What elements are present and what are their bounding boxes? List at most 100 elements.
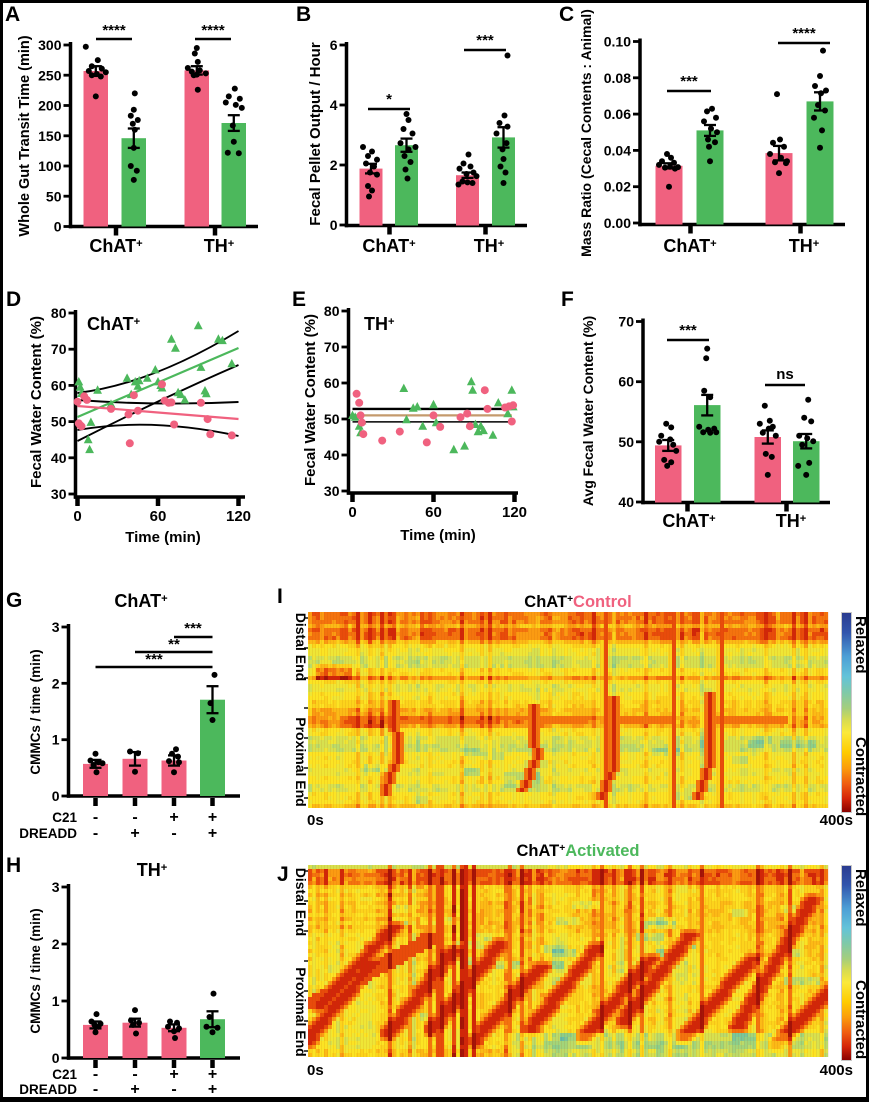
svg-text:Distal End: Distal End	[293, 868, 309, 936]
svg-text:C21: C21	[52, 810, 77, 825]
svg-text:+: +	[208, 1066, 217, 1083]
svg-text:Fecal Pellet Output / Hour: Fecal Pellet Output / Hour	[307, 42, 324, 226]
svg-text:+: +	[208, 1081, 217, 1098]
svg-text:0.06: 0.06	[604, 106, 631, 122]
svg-text:40: 40	[324, 447, 340, 463]
svg-text:TH+: TH+	[776, 511, 807, 531]
svg-text:H: H	[6, 854, 21, 877]
svg-text:ChAT+: ChAT+	[114, 591, 168, 611]
svg-text:50: 50	[46, 188, 62, 204]
svg-text:70: 70	[51, 341, 67, 357]
svg-text:TH+: TH+	[137, 860, 168, 880]
svg-text:F: F	[561, 288, 574, 311]
svg-text:3: 3	[52, 879, 60, 895]
svg-text:C21: C21	[52, 1067, 77, 1082]
svg-text:***: ***	[145, 651, 163, 668]
svg-text:ChAT+: ChAT+	[89, 236, 143, 256]
svg-text:6: 6	[330, 37, 338, 53]
svg-text:TH+: TH+	[364, 314, 395, 334]
svg-text:Time (min): Time (min)	[125, 529, 201, 546]
svg-text:***: ***	[679, 322, 697, 339]
svg-text:300: 300	[38, 37, 62, 53]
svg-text:50: 50	[324, 411, 340, 427]
svg-text:70: 70	[618, 313, 634, 329]
svg-text:ChAT+: ChAT+	[87, 314, 141, 334]
svg-text:E: E	[292, 288, 306, 311]
svg-text:Relaxed: Relaxed	[852, 869, 869, 927]
svg-text:70: 70	[324, 339, 340, 355]
svg-text:DREADD: DREADD	[19, 826, 77, 841]
svg-text:400s: 400s	[820, 812, 853, 829]
svg-text:-: -	[132, 1066, 137, 1083]
svg-text:30: 30	[51, 486, 67, 502]
svg-text:Avg Fecal Water Content (%): Avg Fecal Water Content (%)	[580, 316, 596, 506]
svg-text:CMMCs / time (min): CMMCs / time (min)	[28, 649, 43, 774]
svg-text:Relaxed: Relaxed	[852, 616, 869, 674]
svg-text:250: 250	[38, 67, 62, 83]
svg-text:1: 1	[52, 993, 60, 1009]
svg-text:TH+: TH+	[204, 236, 235, 256]
svg-text:50: 50	[618, 434, 634, 450]
svg-text:0.08: 0.08	[604, 70, 631, 86]
svg-text:100: 100	[38, 158, 62, 174]
svg-text:0.00: 0.00	[604, 215, 631, 231]
svg-text:+: +	[208, 809, 217, 826]
svg-text:0: 0	[52, 788, 60, 804]
svg-text:Distal End: Distal End	[293, 613, 309, 681]
svg-text:A: A	[5, 3, 20, 26]
svg-text:-: -	[132, 809, 137, 826]
svg-text:400s: 400s	[820, 1062, 853, 1079]
svg-text:4: 4	[330, 97, 338, 113]
svg-text:ChAT+: ChAT+	[663, 236, 717, 256]
svg-text:Proximal End: Proximal End	[293, 967, 309, 1056]
svg-text:3: 3	[52, 619, 60, 635]
svg-text:0: 0	[73, 508, 81, 525]
svg-text:-: -	[93, 1081, 98, 1098]
svg-text:***: ***	[680, 73, 698, 90]
svg-text:60: 60	[425, 504, 442, 521]
svg-text:0: 0	[348, 504, 356, 521]
svg-text:Proximal End: Proximal End	[293, 717, 309, 806]
svg-text:B: B	[296, 3, 311, 26]
svg-text:0: 0	[54, 219, 62, 235]
svg-text:-: -	[93, 825, 98, 842]
svg-text:0.10: 0.10	[604, 34, 631, 50]
svg-text:0: 0	[52, 1050, 60, 1066]
svg-text:120: 120	[226, 508, 251, 525]
svg-text:60: 60	[51, 377, 67, 393]
svg-text:****: ****	[102, 22, 126, 39]
svg-text:0: 0	[330, 217, 338, 233]
svg-text:****: ****	[792, 25, 816, 42]
svg-text:150: 150	[38, 128, 62, 144]
svg-text:80: 80	[51, 305, 67, 321]
svg-text:CMMCs / time (min): CMMCs / time (min)	[28, 908, 43, 1033]
svg-text:Mass Ratio (Cecal Contents : A: Mass Ratio (Cecal Contents : Animal)	[578, 9, 594, 257]
svg-text:-: -	[171, 825, 176, 842]
svg-text:80: 80	[324, 303, 340, 319]
svg-text:TH+: TH+	[474, 236, 505, 256]
svg-text:***: ***	[184, 620, 202, 637]
svg-text:-: -	[93, 809, 98, 826]
svg-text:C: C	[559, 3, 574, 26]
svg-text:+: +	[169, 809, 178, 826]
svg-text:ChAT+Control: ChAT+Control	[524, 593, 631, 611]
svg-text:2: 2	[330, 157, 338, 173]
svg-text:Time (min): Time (min)	[400, 527, 476, 544]
svg-text:**: **	[168, 636, 180, 653]
svg-text:60: 60	[150, 508, 167, 525]
svg-text:Fecal Water Content (%): Fecal Water Content (%)	[302, 314, 319, 486]
svg-text:-: -	[93, 1066, 98, 1083]
svg-text:TH+: TH+	[789, 236, 820, 256]
svg-text:1: 1	[52, 732, 60, 748]
svg-text:40: 40	[51, 450, 67, 466]
svg-text:0.02: 0.02	[604, 179, 631, 195]
svg-text:DREADD: DREADD	[19, 1082, 77, 1097]
svg-text:40: 40	[618, 494, 634, 510]
svg-text:2: 2	[52, 936, 60, 952]
svg-text:***: ***	[476, 32, 494, 49]
svg-text:0s: 0s	[307, 1062, 324, 1079]
svg-text:50: 50	[51, 414, 67, 430]
svg-text:0.04: 0.04	[604, 142, 631, 158]
svg-text:+: +	[208, 825, 217, 842]
svg-text:120: 120	[502, 504, 527, 521]
